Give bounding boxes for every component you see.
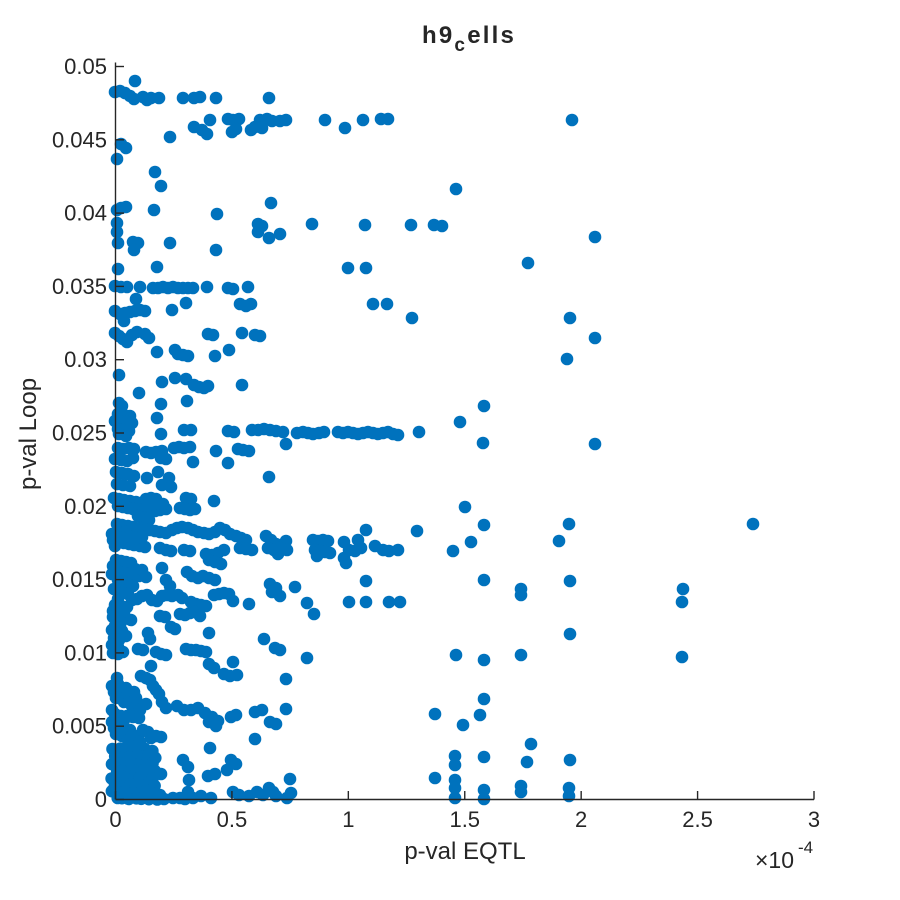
svg-text:0: 0	[109, 807, 121, 832]
svg-text:1: 1	[342, 807, 354, 832]
svg-text:2: 2	[575, 807, 587, 832]
svg-text:0.02: 0.02	[64, 494, 107, 519]
svg-text:0.05: 0.05	[64, 54, 107, 79]
svg-text:0.03: 0.03	[64, 347, 107, 372]
svg-text:0.025: 0.025	[52, 421, 107, 446]
svg-text:0.035: 0.035	[52, 274, 107, 299]
svg-text:×10: ×10	[755, 847, 794, 873]
svg-text:0.04: 0.04	[64, 201, 107, 226]
svg-text:0.015: 0.015	[52, 567, 107, 592]
svg-text:p-val EQTL: p-val EQTL	[404, 838, 525, 865]
svg-text:-4: -4	[798, 838, 813, 857]
svg-text:2.5: 2.5	[682, 807, 713, 832]
svg-text:0.045: 0.045	[52, 127, 107, 152]
svg-text:3: 3	[808, 807, 820, 832]
svg-text:0.005: 0.005	[52, 714, 107, 739]
svg-text:0: 0	[95, 787, 107, 812]
svg-text:0.01: 0.01	[64, 640, 107, 665]
svg-text:1.5: 1.5	[449, 807, 480, 832]
svg-text:p-val Loop: p-val Loop	[15, 378, 42, 490]
svg-text:0.5: 0.5	[217, 807, 248, 832]
